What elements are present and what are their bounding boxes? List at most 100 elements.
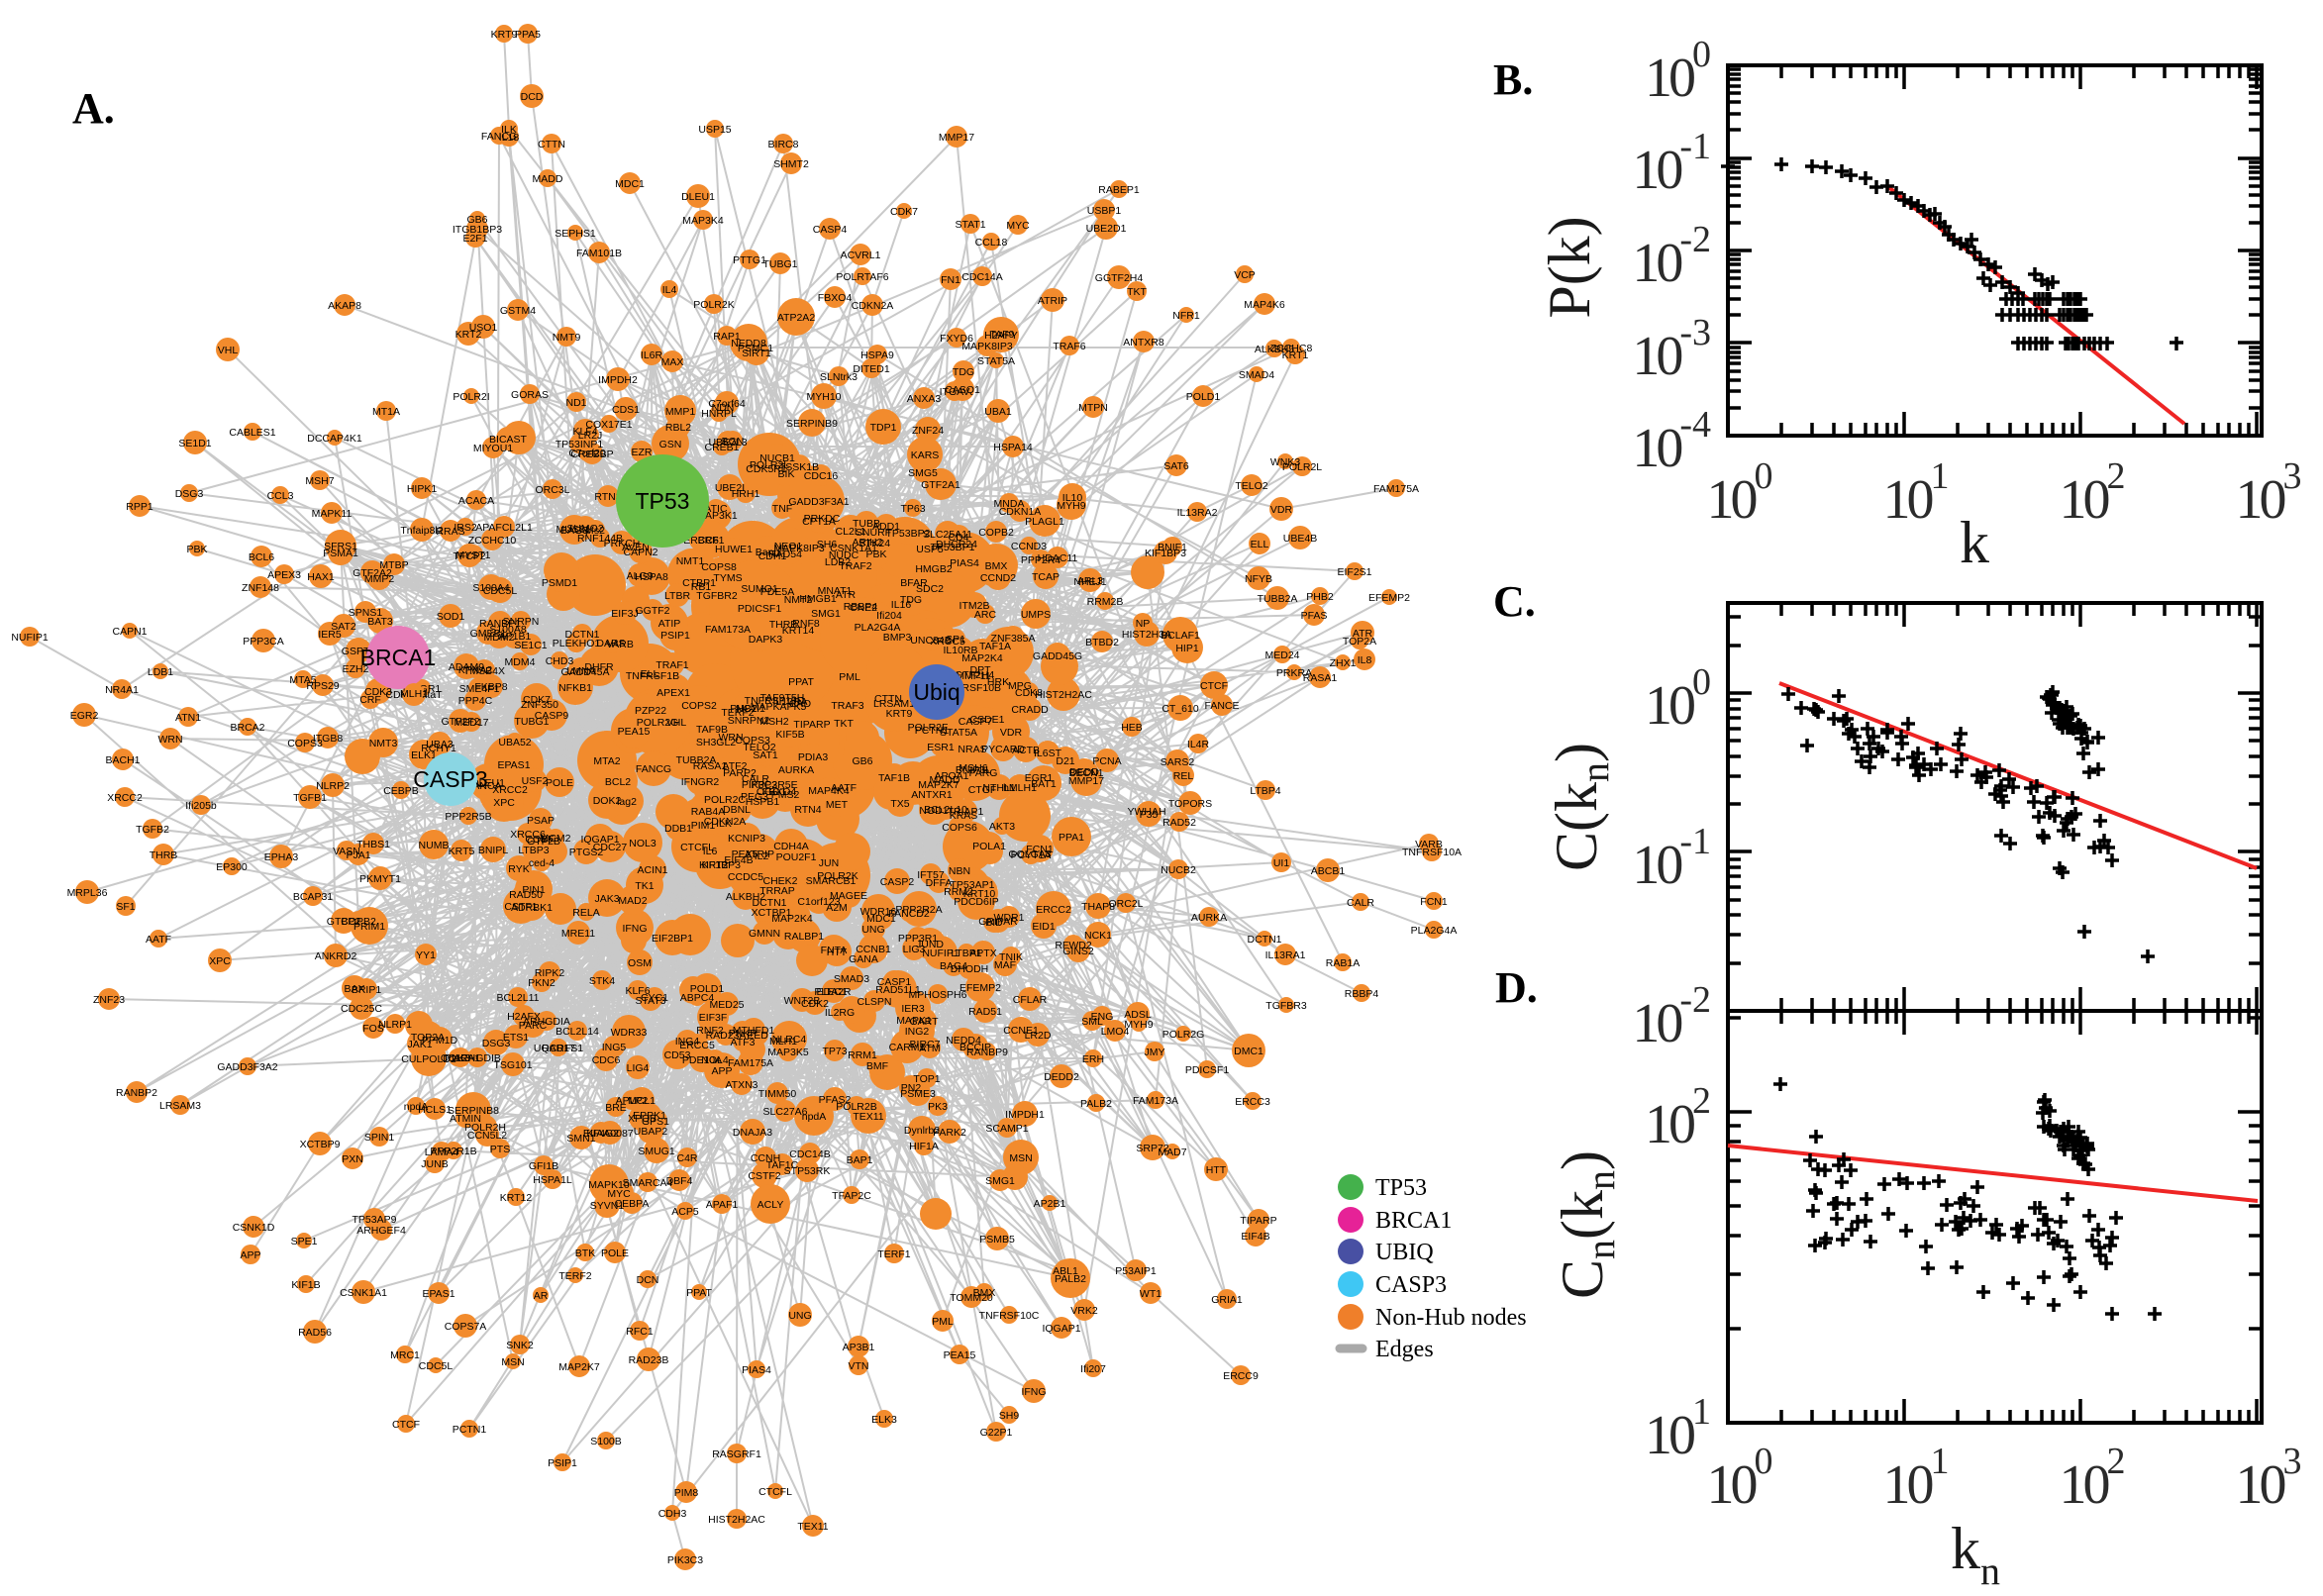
svg-text:LRSAM1: LRSAM1: [873, 698, 915, 710]
svg-text:MLH1: MLH1: [400, 688, 428, 700]
svg-text:P53AIP1: P53AIP1: [1115, 1265, 1157, 1277]
svg-text:NUMB: NUMB: [419, 840, 450, 851]
svg-text:FAM101B: FAM101B: [576, 248, 622, 259]
svg-text:SLC27A6: SLC27A6: [763, 1106, 808, 1118]
svg-text:CDK7: CDK7: [523, 694, 551, 706]
svg-text:PARC: PARC: [519, 1020, 548, 1032]
svg-text:EFEMP2: EFEMP2: [960, 982, 1001, 994]
svg-text:NRAS: NRAS: [958, 744, 986, 755]
svg-text:CDC5L: CDC5L: [483, 585, 518, 597]
svg-text:TELO2: TELO2: [1235, 480, 1267, 492]
svg-text:TRAF1: TRAF1: [656, 659, 688, 671]
svg-text:TP63: TP63: [900, 503, 925, 515]
svg-text:SAT1: SAT1: [753, 749, 778, 761]
svg-text:RPP1: RPP1: [126, 501, 153, 513]
svg-text:CAD: CAD: [789, 698, 812, 710]
svg-text:NLRP1: NLRP1: [378, 1019, 412, 1031]
svg-text:NEO1: NEO1: [774, 541, 803, 552]
svg-text:RYK: RYK: [508, 863, 529, 875]
svg-text:ATM: ATM: [919, 1043, 940, 1054]
svg-text:EPPK1: EPPK1: [633, 1110, 666, 1122]
svg-text:MCL1: MCL1: [628, 1095, 656, 1107]
svg-text:BID: BID: [985, 917, 1003, 929]
svg-text:MAPK10: MAPK10: [588, 1179, 630, 1191]
svg-text:POLR2G: POLR2G: [1162, 1029, 1205, 1041]
svg-text:COBF: COBF: [525, 834, 554, 846]
svg-text:PPP4C: PPP4C: [458, 695, 493, 707]
svg-text:KRT2: KRT2: [455, 329, 482, 341]
svg-text:NUCB1: NUCB1: [759, 452, 795, 464]
svg-text:COPB2: COPB2: [978, 527, 1014, 539]
svg-text:SH3GL2: SH3GL2: [696, 737, 736, 748]
svg-text:APEX3: APEX3: [267, 569, 301, 581]
svg-text:ARL3: ARL3: [1077, 575, 1103, 587]
svg-text:LRSAM3: LRSAM3: [159, 1100, 201, 1112]
svg-text:AATF: AATF: [831, 782, 857, 794]
svg-text:CDC25C: CDC25C: [341, 1003, 382, 1015]
svg-text:D21: D21: [1056, 755, 1074, 767]
svg-text:RAP1: RAP1: [713, 331, 741, 343]
svg-text:PDIA3: PDIA3: [798, 751, 829, 763]
svg-text:NOD1: NOD1: [919, 805, 948, 817]
svg-text:NC1I1: NC1I1: [736, 703, 765, 715]
svg-text:CDK7: CDK7: [890, 206, 918, 218]
svg-text:BMX: BMX: [985, 560, 1008, 572]
svg-text:MMP11: MMP11: [956, 670, 991, 682]
svg-text:KRT12: KRT12: [500, 1192, 533, 1204]
svg-text:POLD1: POLD1: [1186, 391, 1221, 403]
svg-text:RPS29: RPS29: [306, 680, 339, 692]
svg-text:PML: PML: [932, 1316, 954, 1328]
svg-text:AKT3: AKT3: [989, 821, 1015, 833]
svg-text:CEBPA: CEBPA: [615, 1198, 650, 1210]
svg-text:NOL3: NOL3: [629, 838, 656, 849]
svg-text:TIPARP: TIPARP: [1240, 1215, 1276, 1227]
svg-text:GORAS: GORAS: [511, 389, 549, 401]
svg-text:NBN: NBN: [949, 865, 970, 877]
svg-text:IFNG: IFNG: [1021, 1386, 1046, 1398]
svg-text:KRT9: KRT9: [491, 29, 518, 41]
svg-text:FAM175A: FAM175A: [728, 1057, 773, 1069]
svg-text:CDH1: CDH1: [758, 550, 787, 562]
svg-text:POLR2C: POLR2C: [704, 794, 746, 806]
svg-text:BCL6: BCL6: [249, 551, 274, 563]
svg-text:TKT: TKT: [834, 718, 854, 730]
svg-text:APTX: APTX: [969, 948, 996, 959]
svg-text:DPT: DPT: [970, 664, 992, 676]
svg-text:PDE5A: PDE5A: [760, 586, 794, 598]
svg-text:TP73: TP73: [822, 1046, 847, 1057]
svg-text:XPO5: XPO5: [628, 1113, 656, 1125]
svg-text:DCD: DCD: [521, 91, 544, 103]
svg-text:Ifi207: Ifi207: [1080, 1363, 1106, 1375]
svg-text:AVEN: AVEN: [622, 542, 650, 553]
svg-text:CULPOLD2: CULPOLD2: [401, 1053, 456, 1065]
svg-text:CSNK1D: CSNK1D: [233, 1222, 275, 1234]
svg-text:CDC6: CDC6: [592, 1054, 621, 1066]
svg-text:CDC5L: CDC5L: [419, 1360, 454, 1372]
svg-text:XPC: XPC: [209, 955, 231, 967]
svg-text:TNFRSF1B: TNFRSF1B: [626, 670, 679, 682]
svg-text:NUFIP1: NUFIP1: [922, 948, 960, 959]
svg-text:WRN: WRN: [157, 734, 182, 746]
svg-text:GTF2F2: GTF2F2: [441, 716, 479, 728]
svg-text:PALB2: PALB2: [1055, 1273, 1086, 1285]
svg-text:TUBB2A: TUBB2A: [676, 754, 717, 766]
svg-text:MAPK8IP3: MAPK8IP3: [961, 341, 1013, 352]
svg-text:KRT9: KRT9: [886, 708, 913, 720]
svg-text:EP300: EP300: [216, 861, 248, 873]
svg-text:PLK3: PLK3: [445, 1052, 470, 1064]
svg-text:ILK: ILK: [716, 818, 732, 830]
svg-text:GADD45G: GADD45G: [1033, 650, 1082, 662]
svg-text:TAF1A: TAF1A: [979, 641, 1011, 652]
svg-text:BCCIP: BCCIP: [960, 1042, 991, 1053]
svg-text:EGR1: EGR1: [1025, 772, 1054, 784]
svg-text:PRKCH: PRKCH: [604, 538, 641, 549]
svg-text:PPA1: PPA1: [1059, 832, 1084, 844]
svg-text:OGG1: OGG1: [757, 786, 787, 798]
svg-text:CABLES1: CABLES1: [229, 427, 275, 439]
svg-text:IL8: IL8: [1358, 654, 1372, 666]
svg-text:XRCC2: XRCC2: [107, 792, 143, 804]
svg-text:MMP17: MMP17: [1068, 775, 1104, 787]
svg-text:GGTF2: GGTF2: [635, 605, 669, 617]
svg-text:TEX11: TEX11: [853, 1111, 883, 1123]
svg-text:GTBP2: GTBP2: [327, 916, 361, 928]
